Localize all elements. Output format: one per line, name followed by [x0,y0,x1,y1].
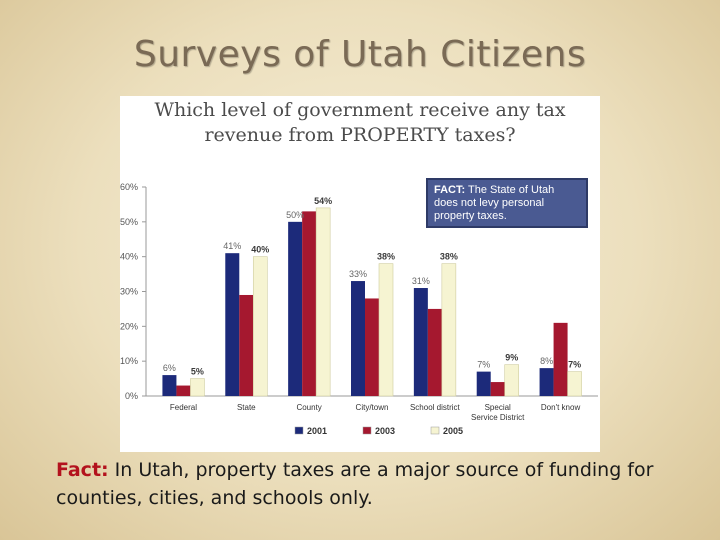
bar-2003-6 [553,322,568,396]
x-tick-label: Special [485,403,511,412]
data-label: 7% [568,360,581,370]
data-label: 5% [191,367,204,377]
bar-2005-0 [190,378,205,397]
footer-fact: Fact: In Utah, property taxes are a major… [56,456,676,512]
data-label: 38% [377,252,395,262]
chart-panel: Which level of government receive any ta… [120,96,600,452]
data-label: 33% [349,269,367,279]
bar-2003-0 [176,385,191,396]
legend-swatch-2003 [362,426,372,435]
data-label: 41% [223,241,241,251]
bar-2001-6 [539,368,554,396]
bar-2003-5 [490,382,505,396]
data-label: 9% [505,353,518,363]
bar-2001-5 [476,371,491,396]
fact-annotation: FACT: The State of Utah does not levy pe… [426,178,588,228]
chart-title-line-2: revenue from PROPERTY taxes? [204,124,516,146]
bar-2001-4 [413,288,428,396]
fact-annotation-text: The State of Utah does not levy personal… [434,184,555,222]
bar-2005-6 [567,371,582,397]
footer-fact-lead: Fact: [56,459,109,481]
data-label: 50% [286,210,304,220]
y-tick-label: 40% [120,252,138,262]
bar-2001-2 [288,221,303,396]
y-tick-label: 0% [125,391,138,401]
fact-annotation-lead: FACT: [434,184,466,196]
x-tick-label: Federal [170,403,197,412]
legend-label-2003: 2003 [375,426,395,436]
y-tick-label: 30% [120,287,138,297]
bar-2003-3 [365,298,379,396]
bar-2005-1 [252,256,268,397]
y-tick-label: 60% [120,182,138,192]
x-tick-label: State [237,403,256,412]
legend-label-2001: 2001 [307,426,327,436]
bar-2005-3 [378,263,394,397]
x-tick-label: City/town [356,403,389,412]
x-tick-label: County [296,403,321,412]
legend-label-2005: 2005 [443,426,463,436]
x-tick-label: Service District [471,413,525,422]
x-tick-label: Don't know [541,403,581,412]
bar-2001-0 [162,375,177,396]
bar-2005-5 [504,364,520,397]
chart-title-line-1: Which level of government receive any ta… [154,99,566,121]
data-label: 7% [477,360,490,370]
y-tick-label: 20% [120,321,138,331]
y-tick-label: 50% [120,217,138,227]
data-label: 38% [440,252,458,262]
bar-2003-1 [239,294,254,396]
y-tick-label: 10% [120,356,138,366]
bar-2003-2 [302,211,317,396]
legend-swatch-2001 [294,426,304,435]
legend-swatch-2005 [430,426,440,435]
data-label: 6% [163,363,176,373]
bar-2001-1 [225,253,240,396]
x-tick-label: School district [410,403,461,412]
slide-title: Surveys of Utah Citizens [133,34,587,75]
data-label: 54% [314,196,332,206]
bar-2005-2 [315,207,331,397]
data-label: 8% [540,356,553,366]
bar-2001-3 [351,281,365,396]
bar-2003-4 [427,308,442,396]
chart-title: Which level of government receive any ta… [120,98,600,148]
bar-chart: 0% 10% 20% 30% 40% 50% 60% 6% 5% 41% 40% 50% 54% 33% 3… [120,182,598,436]
data-label: 31% [412,276,430,286]
bar-2005-4 [441,263,457,397]
data-label: 40% [251,245,269,255]
footer-fact-text: In Utah, property taxes are a major sour… [56,459,654,509]
